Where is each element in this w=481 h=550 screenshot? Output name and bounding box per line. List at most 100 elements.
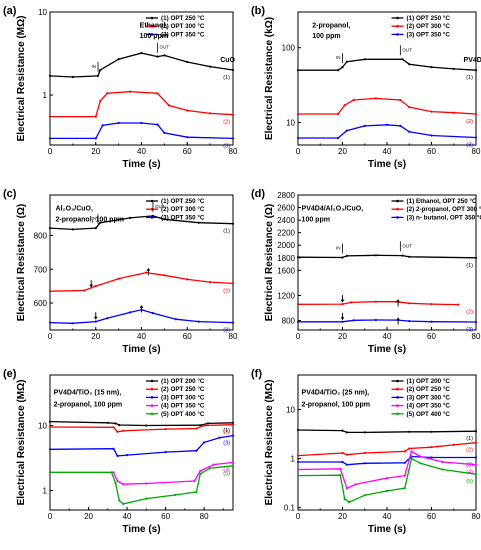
data-point [174, 318, 177, 321]
data-point [341, 460, 344, 464]
data-point [122, 429, 125, 432]
data-point [441, 468, 444, 471]
data-point [199, 469, 202, 472]
data-point [408, 106, 411, 109]
data-point [296, 460, 300, 464]
data-point [296, 474, 300, 477]
annotation: CuO [220, 57, 235, 64]
data-point [203, 424, 206, 427]
curve-label: (1) [466, 263, 473, 269]
data-point [452, 443, 455, 446]
y-tick-label: 10 [38, 8, 47, 17]
legend-marker [396, 16, 399, 20]
data-point [195, 427, 198, 430]
data-point [430, 430, 433, 433]
data-point [48, 290, 52, 293]
data-point [122, 502, 125, 505]
plot-frame [49, 11, 234, 146]
legend-marker [150, 387, 154, 391]
data-point [350, 301, 353, 304]
chart-panel-c: 0 20 40 60 80 600 700 800 Time (s) Electrical Res… [3, 188, 238, 355]
curve-label: (1) [223, 229, 230, 235]
legend-marker [150, 216, 154, 219]
data-point [116, 479, 119, 483]
data-point [114, 482, 117, 485]
arrow-head [93, 316, 98, 320]
data-point [48, 227, 52, 230]
legend-marker [396, 207, 399, 211]
data-point [110, 471, 113, 474]
series-line [297, 301, 459, 306]
data-point [374, 97, 377, 100]
data-point [212, 463, 215, 466]
x-tick-label: 0 [296, 147, 301, 156]
data-point [363, 431, 366, 434]
data-point [410, 455, 413, 458]
data-point [145, 424, 148, 427]
curve-label: (3) [223, 328, 230, 334]
data-point [71, 322, 74, 325]
y-axis-label: Electrical Resistance (MΩ) [264, 380, 275, 506]
data-point [71, 75, 74, 79]
data-point [474, 136, 478, 139]
annotation: 100 ppm [312, 33, 340, 40]
legend-entry: (3) OPT 350 °C [161, 30, 205, 38]
x-tick-label: 80 [229, 332, 238, 341]
data-point [345, 129, 348, 132]
curve-label: (2) [223, 288, 230, 294]
x-axis-label: Time (s) [122, 524, 160, 535]
legend-marker [150, 404, 154, 407]
curve-label: (1) [466, 75, 473, 81]
data-point [112, 426, 115, 429]
data-point [231, 421, 235, 424]
x-tick-label: 20 [338, 512, 347, 521]
annotation: 100 ppm [302, 216, 330, 223]
y-tick-label: 10 [38, 422, 47, 431]
x-tick-label: 20 [338, 332, 347, 341]
data-point [474, 320, 478, 324]
data-point [374, 318, 377, 322]
plot-frame [49, 374, 234, 511]
data-point [296, 136, 300, 140]
arrow-head [396, 317, 400, 321]
x-axis-label: Time (s) [122, 344, 160, 355]
curve-label: (2) [223, 430, 230, 436]
data-point [345, 463, 348, 466]
legend-entry: (1) OPT 200 °C [161, 377, 205, 385]
chart-panel-a: 0 20 40 60 80 1 10 Time (s) Electrical Resistanc… [3, 5, 238, 170]
y-tick-label: 1 [291, 455, 296, 464]
x-tick-label: 40 [383, 147, 392, 156]
y-tick-label: 2800 [277, 191, 295, 200]
arrow-head [146, 267, 151, 271]
chart-panel-d: 0 20 40 60 80 800 1200 1600 1800 2000 2200 2400 2600… [251, 188, 481, 355]
data-point [209, 281, 212, 284]
legend-entry: (3) OPT 350 °C [407, 30, 451, 38]
legend: (1) OPT 250 °C(2) OPT 300 °C(3) OPT 350 … [391, 14, 451, 38]
data-point [341, 429, 344, 432]
legend: (1) OPT 250 °C(2) OPT 300 °C(3) OPT 350 … [146, 197, 205, 221]
data-point [296, 428, 300, 432]
data-point [164, 451, 167, 454]
data-point [352, 319, 355, 322]
x-tick-label: 80 [229, 147, 238, 156]
event-label: OUT [402, 243, 412, 248]
data-point [352, 98, 355, 102]
legend: (1) Ethanol, OPT 250 °C(2) 2-propanol, O… [391, 197, 481, 221]
event-label: IN [92, 216, 97, 221]
annotation: PV4D4/CuO [464, 57, 481, 64]
x-tick-label: 0 [296, 332, 301, 341]
x-tick-label: 0 [48, 332, 53, 341]
legend-marker [396, 199, 399, 203]
data-point [116, 454, 119, 457]
arrow-head [139, 304, 144, 308]
data-point [363, 451, 366, 455]
panel-label: (f) [251, 368, 262, 380]
data-point [231, 464, 235, 467]
event-label: OUT [155, 204, 165, 209]
data-point [112, 447, 115, 450]
y-tick-label: 2000 [277, 241, 295, 250]
x-axis-label: Time (s) [368, 159, 406, 170]
legend-entry: (3) OPT 300 °C [407, 393, 451, 401]
x-axis-label: Time (s) [368, 344, 406, 355]
